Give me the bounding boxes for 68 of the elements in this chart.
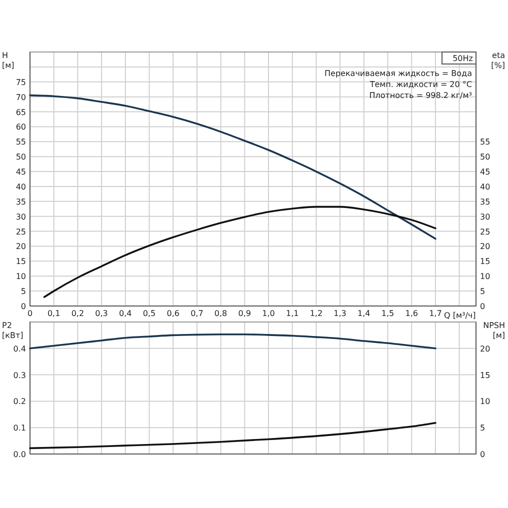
y2-tick-label: 0 (480, 450, 486, 459)
y2-tick-label: 5 (480, 287, 486, 296)
y-tick-label: 25 (16, 227, 26, 236)
x-tick-label: 0,3 (95, 309, 108, 318)
y2-tick-label: 20 (480, 344, 490, 354)
x-tick-label: 0,1 (47, 309, 60, 318)
y-tick-label: 60 (16, 122, 26, 132)
y-tick-label: 0 (20, 302, 26, 311)
y-tick-label: 75 (16, 78, 26, 87)
x-tick-label: 1,4 (358, 309, 370, 318)
y2-axis-title: NPSH [м] (483, 321, 505, 340)
y-tick-label: 0.1 (13, 424, 26, 433)
x-tick-label: 0,7 (190, 309, 204, 318)
y-tick-label: 55 (16, 138, 26, 147)
x-tick-label: 1,2 (310, 309, 323, 318)
line-series (29, 422, 436, 450)
y2-tick-label: 5 (480, 424, 486, 433)
x-tick-label: 1,5 (381, 309, 394, 318)
y-tick-label: 35 (16, 197, 26, 206)
x-tick-label: 1,6 (405, 309, 418, 318)
y-tick-label: 10 (16, 272, 26, 282)
annotation: Темп. жидкости = 20 °C (368, 80, 472, 89)
annotation: Плотность = 998.2 кг/м³ (369, 91, 472, 100)
x-tick-label: 0,8 (214, 309, 228, 318)
y-tick-label: 20 (16, 242, 26, 252)
y-tick-label: 0.2 (13, 397, 26, 406)
x-tick-label: 1,1 (286, 309, 299, 318)
y2-tick-label: 0 (480, 302, 486, 311)
y2-tick-label: 35 (480, 197, 490, 206)
x-tick-label: 1,7 (429, 309, 442, 318)
y-tick-label: 0.3 (13, 370, 26, 380)
y2-tick-label: 50 (480, 152, 490, 162)
x-tick-label: 0 (27, 309, 33, 318)
annotation: Перекачиваемая жидкость = Вода (324, 69, 472, 78)
line-series (43, 206, 436, 298)
line-series (29, 334, 436, 350)
y-tick-label: 30 (16, 212, 26, 222)
y-axis-title: P2 [кВт] (2, 321, 24, 340)
x-tick-label: 0,5 (142, 309, 156, 318)
x-tick-label: 1,3 (334, 309, 346, 318)
y2-tick-label: 10 (480, 272, 490, 282)
y-tick-label: 15 (16, 257, 26, 266)
y2-tick-label: 45 (480, 168, 490, 177)
y2-tick-label: 15 (480, 257, 490, 266)
y2-tick-label: 30 (480, 212, 490, 222)
x-tick-label: 0,4 (119, 309, 132, 318)
y-tick-label: 0.0 (13, 450, 26, 459)
y2-tick-label: 25 (480, 227, 490, 236)
y2-tick-label: 10 (480, 397, 490, 406)
x-tick-label: 1,0 (262, 309, 275, 318)
y-tick-label: 5 (20, 287, 26, 296)
y2-axis-title: eta [%] (491, 51, 506, 70)
x-tick-label: 0,2 (71, 309, 84, 318)
y2-tick-label: 55 (480, 138, 490, 147)
y-tick-label: 70 (16, 92, 26, 102)
x-tick-label: 0,9 (238, 309, 252, 318)
annotation: 50Hz (452, 54, 473, 63)
y2-tick-label: 15 (480, 370, 490, 380)
y-tick-label: 40 (16, 182, 26, 192)
y-tick-label: 0.4 (13, 344, 26, 354)
y-tick-label: 45 (16, 168, 26, 177)
x-axis-title: Q [м³/ч] (444, 311, 476, 320)
y-tick-label: 50 (16, 152, 26, 162)
y2-tick-label: 40 (480, 182, 490, 192)
y-axis-title: H [м] (2, 51, 14, 70)
y2-tick-label: 20 (480, 242, 490, 252)
x-tick-label: 0,6 (166, 309, 180, 318)
y-tick-label: 65 (16, 108, 26, 117)
